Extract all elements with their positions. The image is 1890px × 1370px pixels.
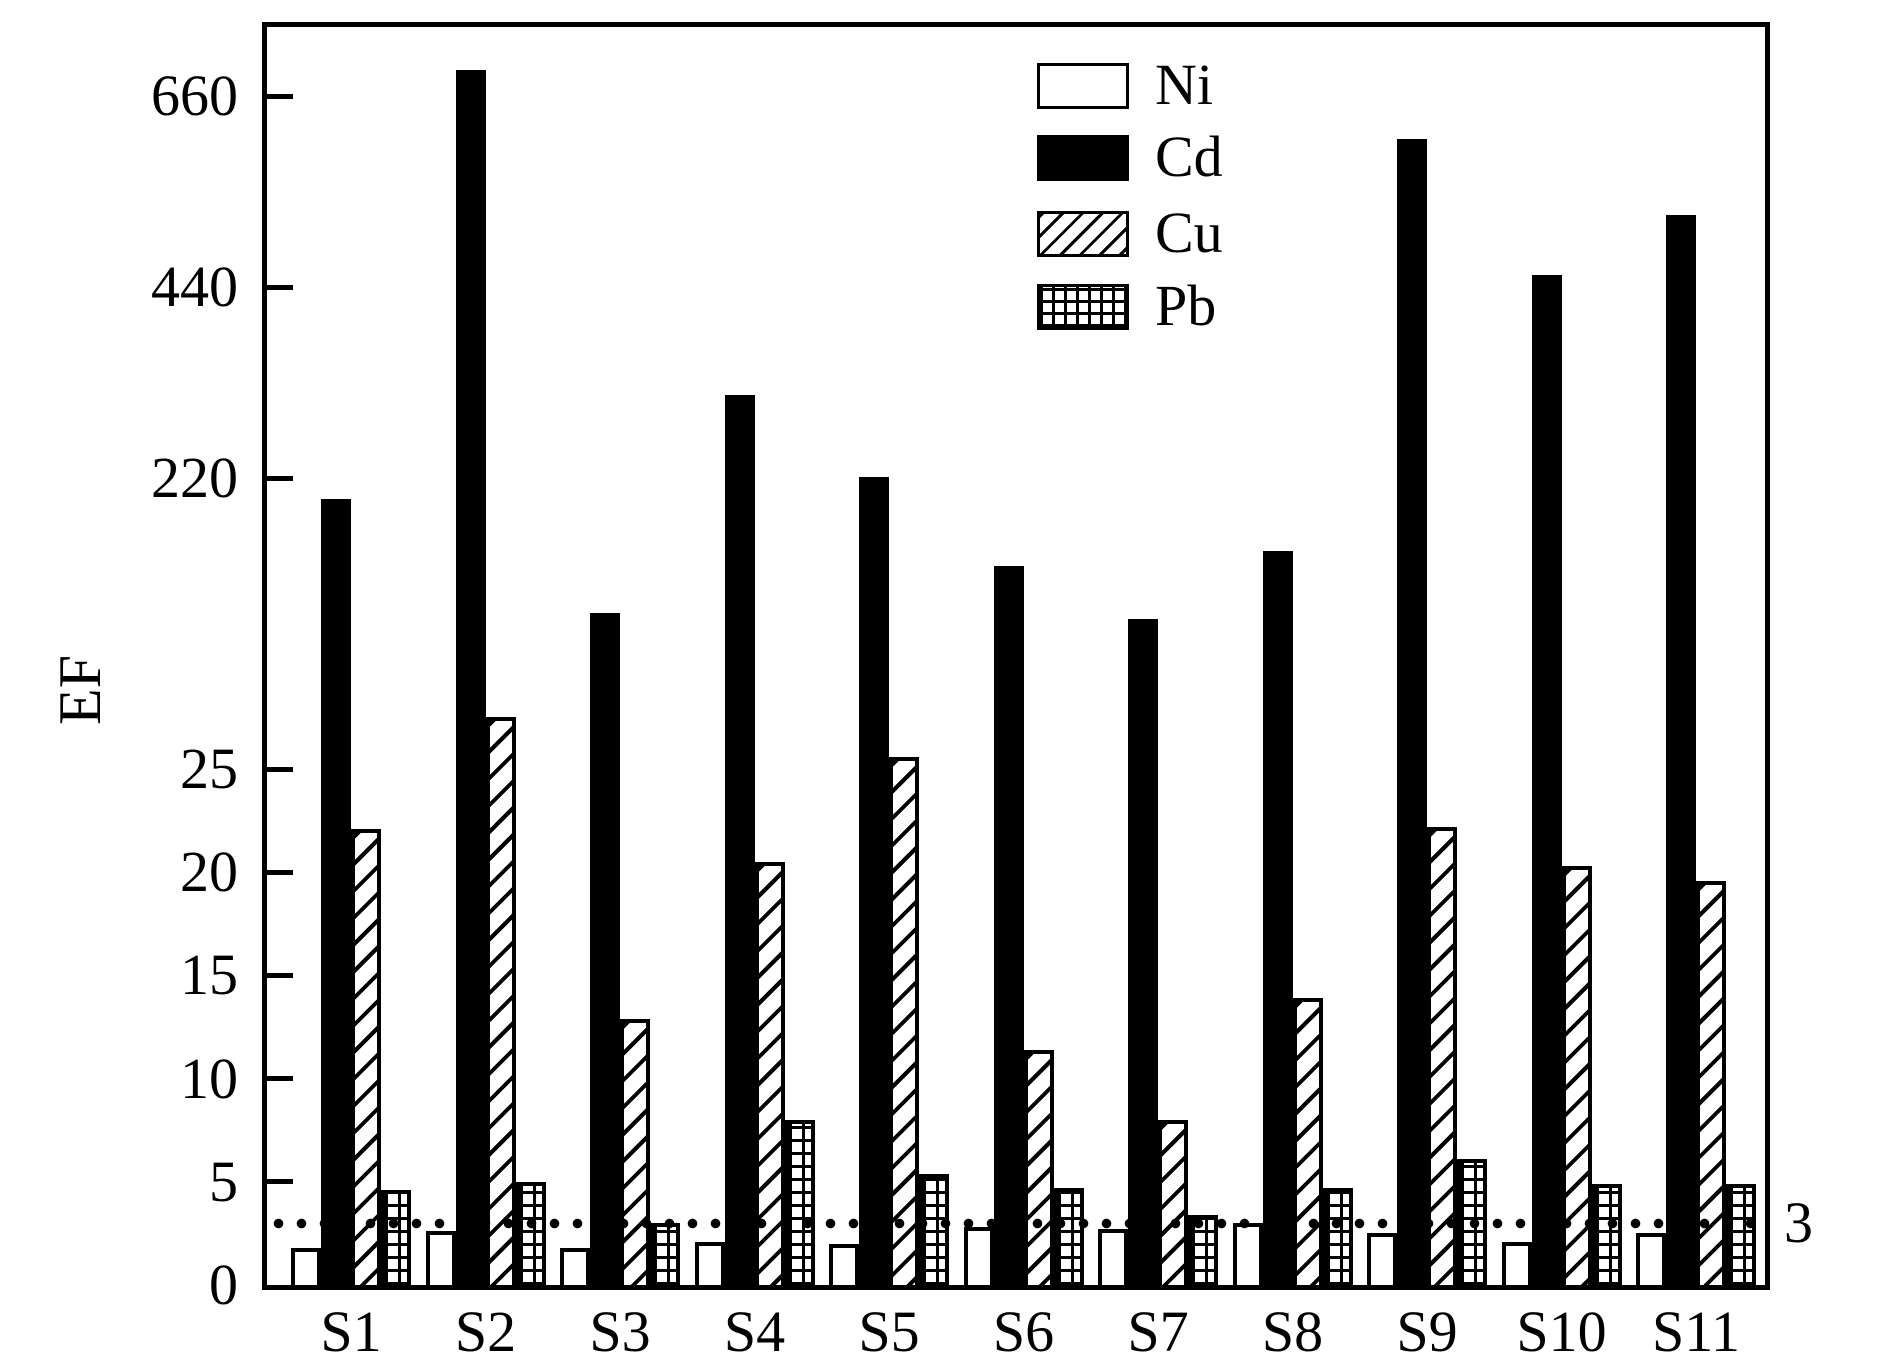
y-axis-tick-label: 220 [151,445,238,511]
y-axis-tick-mark [267,284,293,290]
y-axis-tick-mark [267,475,293,481]
bar-s11-cd [1666,214,1696,1285]
bar-s6-cu [1023,1049,1054,1285]
x-axis-tick-label-s5: S5 [858,1299,920,1364]
legend-label-pb: Pb [1155,273,1217,338]
bar-s1-cu [351,828,381,1285]
legend-swatch-cu [1037,211,1129,257]
legend-label-ni: Ni [1155,52,1213,117]
bar-s7-pb [1188,1214,1218,1285]
y-axis-tick-mark [267,1179,293,1185]
y-axis-tick-label: 10 [180,1045,238,1111]
x-axis-tick-label-s10: S10 [1516,1299,1607,1364]
bar-s1-pb [381,1190,411,1285]
legend-swatch-ni [1037,63,1129,109]
bar-s3-cd [590,612,620,1285]
bar-s9-cd [1397,139,1427,1285]
bar-s6-cd [993,566,1024,1285]
legend-label-cu: Cu [1155,200,1223,265]
y-axis-tick-label: 5 [209,1148,238,1214]
x-axis-tick-label-s3: S3 [589,1299,651,1364]
plot-area [262,22,1770,1290]
y-axis-tick-mark [267,766,293,772]
bar-s5-cd [859,476,889,1285]
bar-s11-ni [1636,1233,1666,1285]
bar-s2-pb [515,1181,546,1285]
legend-swatch-pb [1037,284,1129,330]
bar-s8-pb [1322,1188,1353,1285]
bar-s3-pb [650,1223,680,1285]
x-axis-tick-label-s6: S6 [992,1299,1055,1364]
reference-line-value-label: 3 [1784,1190,1813,1256]
x-axis-tick-label-s4: S4 [723,1299,786,1364]
x-axis-tick-label-s1: S1 [320,1299,382,1364]
x-axis-tick-label-s7: S7 [1127,1299,1189,1364]
bar-s2-cd [455,70,486,1285]
bar-s4-ni [694,1241,725,1285]
bar-s3-ni [560,1247,590,1285]
bar-s4-pb [784,1119,815,1285]
y-axis-tick-label: 25 [180,736,238,802]
bar-s5-cu [889,757,919,1285]
legend-swatch-cd [1037,135,1129,181]
bar-s2-ni [425,1231,456,1285]
bar-s9-ni [1367,1233,1397,1285]
bar-s4-cd [724,395,755,1285]
bar-s6-ni [963,1227,994,1285]
x-axis-tick-label-s8: S8 [1261,1299,1324,1364]
bar-s8-cu [1292,998,1323,1285]
bar-s5-pb [919,1173,949,1285]
x-axis-tick-label-s11: S11 [1651,1299,1741,1364]
bar-s1-ni [291,1247,321,1285]
bar-s10-cu [1561,866,1592,1285]
y-axis-tick-mark [267,869,293,875]
legend-label-cd: Cd [1155,124,1223,189]
bar-s3-cu [620,1018,650,1285]
y-axis-tick-mark [267,1076,293,1082]
bar-s9-cu [1427,826,1457,1285]
bar-s7-ni [1098,1229,1128,1285]
x-axis-tick-label-s2: S2 [454,1299,517,1364]
bar-s5-ni [829,1243,859,1285]
bar-s6-pb [1053,1188,1084,1285]
bar-s2-cu [485,716,516,1285]
bar-s11-pb [1726,1183,1756,1285]
y-axis-tick-label: 20 [180,839,238,905]
y-axis-tick-label: 15 [180,942,238,1008]
y-axis-tick-mark [267,972,293,978]
bar-s10-cd [1531,275,1562,1285]
bar-s10-pb [1591,1183,1622,1285]
x-axis-tick-label-s9: S9 [1396,1299,1458,1364]
y-axis-tick-mark [267,93,293,99]
reference-line-ef3 [267,1217,1765,1229]
y-axis-tick-label: 0 [209,1252,238,1317]
bar-s8-ni [1232,1223,1263,1285]
y-axis-tick-label: 440 [151,254,238,320]
bar-s4-cu [754,861,785,1285]
bar-s1-cd [321,499,351,1285]
bar-s7-cd [1128,618,1158,1285]
bar-s7-cu [1158,1119,1188,1285]
bar-s8-cd [1262,551,1293,1285]
bar-s10-ni [1501,1241,1532,1285]
y-axis-tick-label: 660 [151,63,238,129]
